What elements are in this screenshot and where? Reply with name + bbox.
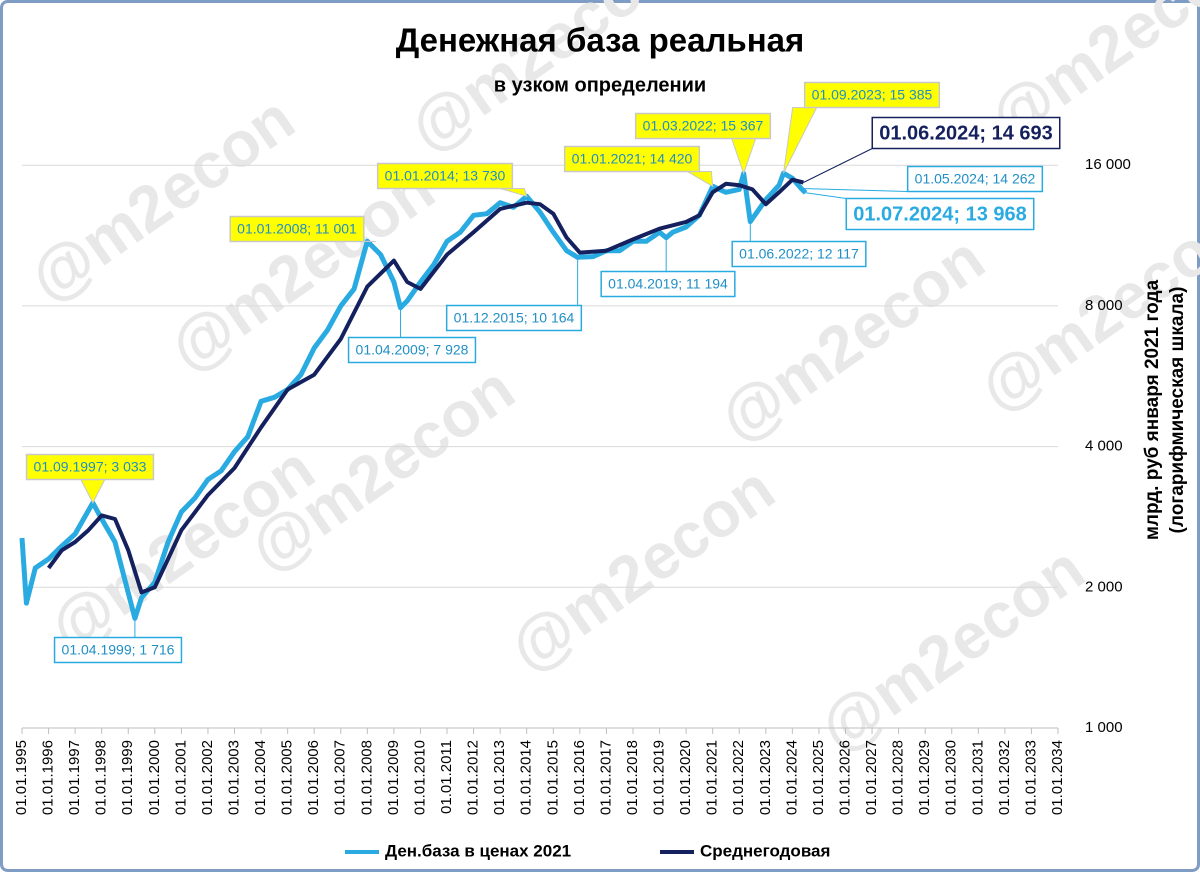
annotation-pointer	[805, 192, 847, 199]
x-tick-label: 01.01.2008	[358, 740, 375, 815]
annotation-box	[803, 81, 941, 109]
annotation: 01.04.2019; 11 194	[600, 237, 736, 298]
y-axis-label: млрд. руб января 2021 года	[1142, 279, 1163, 540]
annotation-box	[600, 270, 736, 298]
annotation-label: 01.03.2022; 15 367	[643, 118, 764, 134]
annotation: 01.03.2022; 15 367	[634, 112, 772, 175]
annotation: 01.05.2024; 14 262	[801, 165, 1044, 193]
annotation-label: 01.05.2024; 14 262	[915, 171, 1036, 187]
x-tick-label: 01.01.1998	[93, 740, 110, 815]
x-tick-label: 01.01.2030	[943, 740, 960, 815]
annotation: 01.07.2024; 13 968	[805, 192, 1035, 231]
annotation-box	[731, 240, 867, 268]
x-tick-label: 01.01.2021	[704, 740, 721, 815]
x-tick-label: 01.01.2018	[624, 740, 641, 815]
y-tick-label: 8 000	[1085, 297, 1123, 314]
legend-label: Ден.база в ценах 2021	[385, 841, 571, 860]
annotation: 01.06.2024; 14 693	[803, 116, 1061, 183]
annotation: 01.01.2008; 11 001	[229, 215, 376, 243]
annotation-box	[25, 453, 155, 481]
annotation-label: 01.09.2023; 15 385	[812, 87, 933, 103]
annotation: 01.01.2014; 13 730	[376, 162, 528, 198]
y-tick-label: 2 000	[1085, 578, 1123, 595]
x-tick-label: 01.01.2002	[199, 740, 216, 815]
annotation-box	[871, 116, 1061, 150]
x-tick-label: 01.01.2013	[491, 740, 508, 815]
annotation-box	[906, 165, 1044, 193]
y-axis-note: (логарифмическая шкала)	[1167, 287, 1188, 534]
x-tick-label: 01.01.1997	[66, 740, 83, 815]
x-tick-label: 01.01.2007	[332, 740, 349, 815]
x-tick-label: 01.01.2026	[836, 740, 853, 815]
annotation-label: 01.09.1997; 3 033	[34, 459, 147, 475]
x-tick-label: 01.01.2001	[172, 740, 189, 815]
y-tick-label: 4 000	[1085, 438, 1123, 455]
annotation-box	[634, 112, 772, 140]
x-tick-label: 01.01.2015	[544, 740, 561, 815]
annotation-pointer	[803, 148, 873, 183]
annotation: 01.04.1999; 1 716	[53, 618, 183, 664]
annotation-box	[445, 304, 583, 332]
annotation-label: 01.01.2014; 13 730	[385, 168, 506, 184]
x-tick-label: 01.01.2028	[890, 740, 907, 815]
x-tick-label: 01.01.2022	[730, 740, 747, 815]
annotation-box	[376, 162, 514, 190]
legend-label: Среднегодовая	[700, 841, 830, 860]
x-tick-label: 01.01.2016	[571, 740, 588, 815]
annotation-label: 01.06.2024; 14 693	[879, 122, 1053, 144]
x-tick-label: 01.01.2032	[996, 740, 1013, 815]
x-tick-label: 01.01.1999	[119, 740, 136, 815]
x-tick-label: 01.01.2020	[677, 740, 694, 815]
annotation-label: 01.07.2024; 13 968	[853, 203, 1027, 225]
x-tick-label: 01.01.2003	[225, 740, 242, 815]
x-tick-label: 01.01.2019	[651, 740, 668, 815]
annotation-label: 01.01.2021; 14 420	[572, 151, 693, 167]
x-tick-label: 01.01.2005	[279, 740, 296, 815]
x-tick-label: 01.01.1995	[13, 740, 30, 815]
annotation-box	[53, 636, 183, 664]
series-line	[46, 177, 804, 595]
annotation-pointer	[801, 188, 908, 192]
annotation: 01.12.2015; 10 164	[445, 257, 583, 332]
x-tick-label: 01.01.2025	[810, 740, 827, 815]
y-tick-label: 16 000	[1085, 156, 1131, 173]
x-tick-label: 01.01.2017	[597, 740, 614, 815]
x-tick-label: 01.01.2023	[757, 740, 774, 815]
annotation: 01.06.2022; 12 117	[731, 221, 867, 268]
x-tick-label: 01.01.2000	[146, 740, 163, 815]
x-tick-label: 01.01.2034	[1049, 740, 1066, 815]
x-tick-label: 01.01.2024	[783, 740, 800, 815]
x-tick-label: 01.01.2006	[305, 740, 322, 815]
annotation-label: 01.04.2019; 11 194	[608, 276, 728, 292]
annotation-box	[563, 145, 701, 173]
x-tick-label: 01.01.2031	[969, 740, 986, 815]
chart-title: Денежная база реальная	[396, 22, 805, 59]
annotation-label: 01.04.2009; 7 928	[356, 342, 469, 358]
annotation-label: 01.06.2022; 12 117	[739, 246, 859, 262]
x-tick-label: 01.01.2027	[863, 740, 880, 815]
annotation-label: 01.04.1999; 1 716	[62, 642, 175, 658]
x-tick-label: 01.01.2009	[385, 740, 402, 815]
x-tick-label: 01.01.2029	[916, 740, 933, 815]
annotation: 01.09.1997; 3 033	[25, 453, 155, 504]
x-tick-label: 01.01.2004	[252, 740, 269, 815]
annotation: 01.01.2021; 14 420	[563, 145, 714, 188]
annotation-box	[229, 215, 365, 243]
annotation-label: 01.01.2008; 11 001	[237, 221, 357, 237]
x-tick-label: 01.01.2014	[518, 740, 535, 815]
y-tick-label: 1 000	[1085, 719, 1123, 736]
annotation: 01.09.2023; 15 385	[783, 81, 941, 174]
annotation: 01.04.2009; 7 928	[347, 307, 477, 364]
annotation-label: 01.12.2015; 10 164	[454, 310, 575, 326]
x-tick-label: 01.01.2011	[438, 740, 455, 814]
x-tick-label: 01.01.1996	[40, 740, 57, 815]
x-tick-label: 01.01.2033	[1022, 740, 1039, 815]
x-tick-label: 01.01.2010	[411, 740, 428, 815]
x-tick-label: 01.01.2012	[465, 740, 482, 815]
chart-subtitle: в узком определении	[494, 74, 706, 96]
annotation-box	[347, 336, 477, 364]
annotation-box	[845, 197, 1035, 231]
